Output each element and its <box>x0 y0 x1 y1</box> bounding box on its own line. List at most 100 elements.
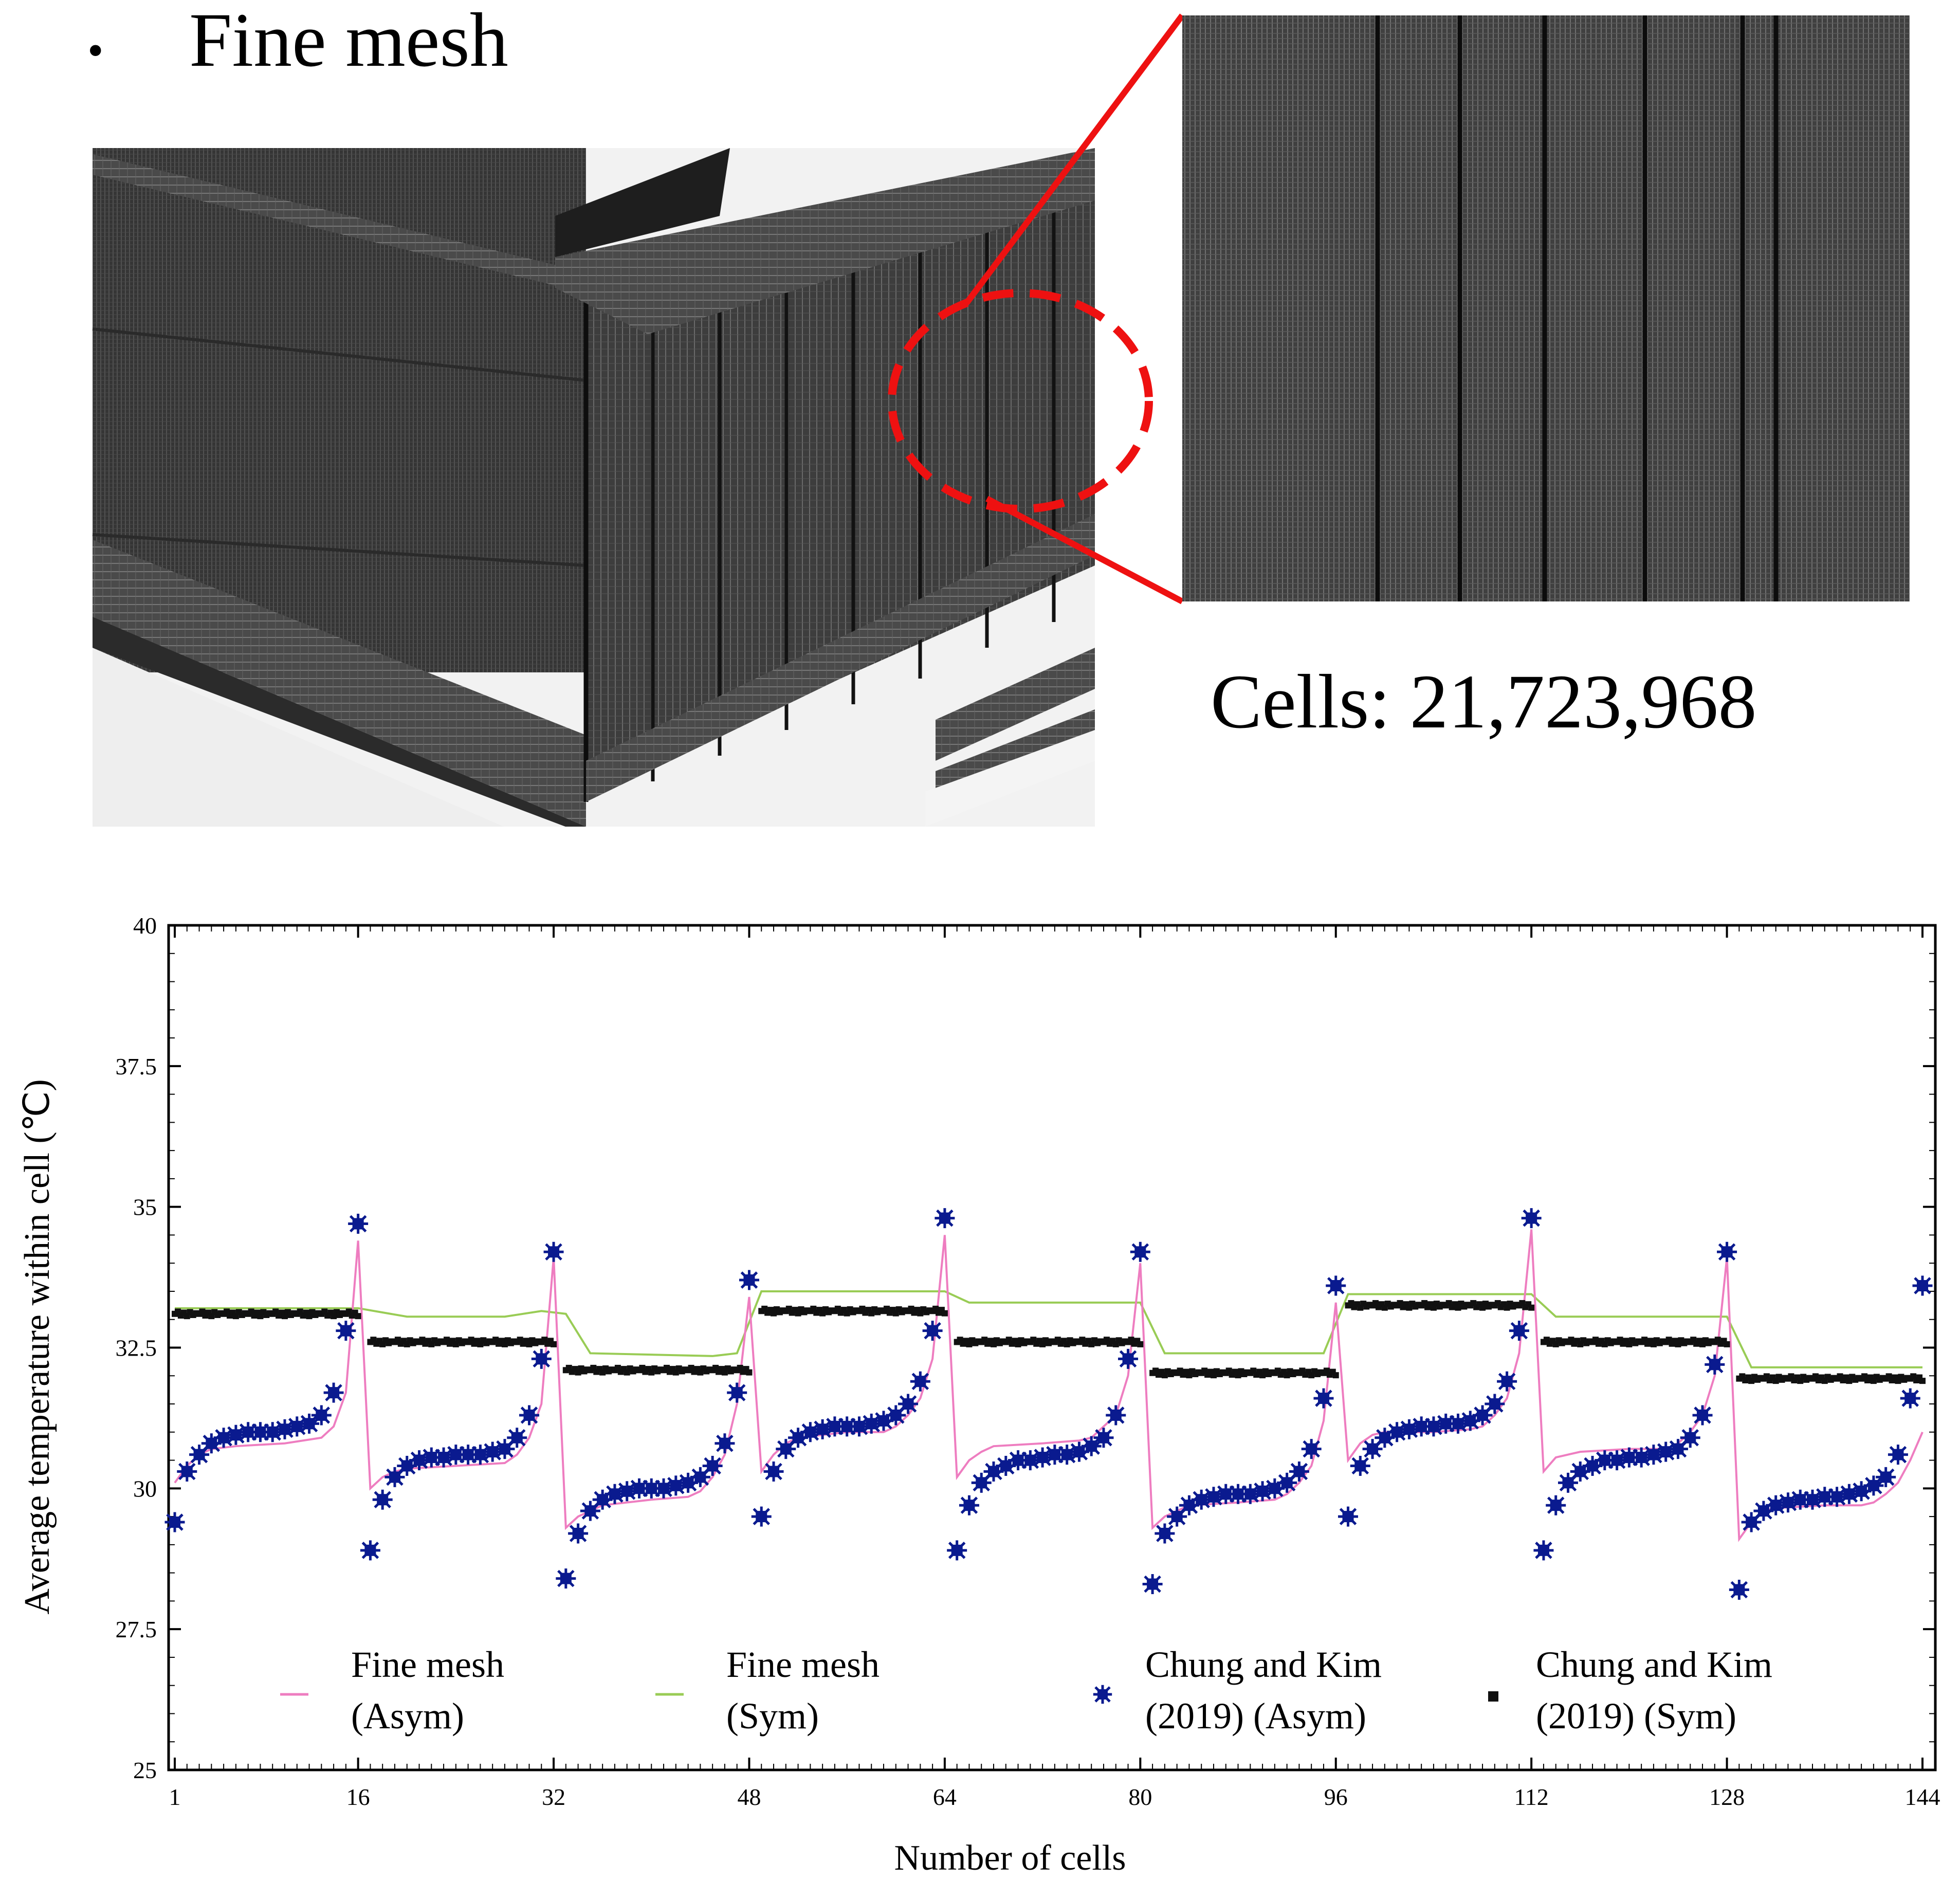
page-title: Fine mesh <box>189 0 508 83</box>
point-chung-kim-asym-star <box>482 1441 503 1462</box>
point-chung-kim-asym-star <box>1326 1275 1346 1296</box>
point-chung-kim-asym-star <box>1582 1456 1603 1476</box>
point-chung-kim-asym-star <box>947 1540 967 1561</box>
legend-label-line1: Chung and Kim <box>1145 1644 1382 1685</box>
point-chung-kim-sym <box>355 1313 361 1320</box>
point-chung-kim-asym-star <box>1032 1447 1053 1468</box>
point-chung-kim-asym-star <box>556 1568 576 1589</box>
point-chung-kim-asym-star <box>1778 1492 1798 1513</box>
point-chung-kim-asym-star <box>1265 1478 1285 1499</box>
point-chung-kim-asym-star <box>1338 1506 1359 1527</box>
point-chung-kim-asym-star <box>1643 1445 1664 1465</box>
point-chung-kim-asym-star <box>384 1467 405 1487</box>
point-chung-kim-asym-star <box>1766 1495 1786 1515</box>
point-chung-kim-asym-star <box>1020 1450 1040 1471</box>
mesh-render <box>92 148 1095 827</box>
point-chung-kim-asym-star <box>1228 1484 1249 1504</box>
point-chung-kim-asym-star <box>458 1445 479 1465</box>
point-chung-kim-asym-star <box>274 1419 295 1439</box>
point-chung-kim-asym-star <box>519 1405 540 1426</box>
point-chung-kim-asym-star <box>1130 1241 1150 1262</box>
point-chung-kim-asym-star <box>1839 1484 1859 1504</box>
point-chung-kim-asym-star <box>1802 1489 1823 1510</box>
point-chung-kim-asym-star <box>1350 1456 1370 1476</box>
point-chung-kim-asym-star <box>177 1461 197 1482</box>
point-chung-kim-asym-star <box>641 1478 662 1499</box>
point-chung-kim-asym-star <box>605 1484 625 1504</box>
legend-item: Chung and Kim (2019) (Asym) <box>1093 1644 1382 1737</box>
point-chung-kim-asym-star <box>568 1523 589 1544</box>
legend-label-line2: (2019) (Sym) <box>1536 1695 1736 1737</box>
y-axis-label: Average temperature within cell (℃) <box>17 1079 57 1614</box>
point-chung-kim-asym-star <box>1081 1436 1102 1456</box>
point-chung-kim-asym-star <box>825 1416 845 1437</box>
point-chung-kim-asym-star <box>873 1411 894 1431</box>
point-chung-kim-asym-star <box>592 1489 613 1510</box>
point-chung-kim-asym-star <box>1472 1405 1493 1426</box>
point-chung-kim-asym-star <box>1142 1574 1163 1595</box>
point-chung-kim-asym-star <box>1546 1495 1566 1515</box>
point-chung-kim-asym-star <box>1423 1416 1444 1437</box>
x-axis-label: Number of cells <box>894 1838 1126 1878</box>
point-chung-kim-asym-star <box>653 1478 674 1499</box>
mesh-base-plate-left <box>93 540 586 827</box>
y-tick-label: 40 <box>133 912 157 939</box>
point-chung-kim-asym-star <box>262 1422 283 1442</box>
temperature-chart: 25 27.5 30 32.5 35 37.5 40 1 16 32 48 64 80 96 112 128… <box>17 912 1940 1878</box>
point-chung-kim-asym-star <box>727 1382 747 1403</box>
point-chung-kim-asym-star <box>1888 1445 1908 1465</box>
y-tick-label: 30 <box>133 1475 157 1502</box>
zoomed-mesh-inset <box>1182 15 1910 601</box>
point-chung-kim-asym-star <box>1692 1405 1713 1426</box>
point-chung-kim-asym-star <box>1118 1348 1139 1369</box>
callout-line-bottom <box>985 496 1184 605</box>
point-chung-kim-asym-star <box>1301 1439 1322 1459</box>
point-chung-kim-asym-star <box>1167 1506 1187 1527</box>
point-chung-kim-asym-star <box>494 1439 515 1459</box>
point-chung-kim-asym-star <box>800 1422 820 1442</box>
series-chung-kim-sym <box>172 1300 1926 1384</box>
point-chung-kim-asym-star <box>433 1447 454 1468</box>
point-chung-kim-asym-star <box>861 1413 882 1434</box>
point-chung-kim-asym-star <box>666 1475 686 1496</box>
mesh-rail <box>936 648 1095 761</box>
point-chung-kim-asym-star <box>543 1241 564 1262</box>
y-tick-label: 27.5 <box>116 1616 157 1642</box>
plot-frame <box>167 924 1937 1771</box>
series-chung-kim-asym <box>164 1208 1933 1600</box>
point-chung-kim-asym-star <box>1399 1419 1419 1439</box>
point-chung-kim-asym-star <box>629 1478 649 1499</box>
legend-label-line2: (Sym) <box>726 1695 819 1737</box>
point-chung-kim-asym-star <box>1045 1445 1065 1465</box>
mesh-rail <box>586 514 1095 802</box>
point-chung-kim-asym-star <box>1057 1445 1077 1465</box>
point-chung-kim-asym-star <box>250 1422 270 1442</box>
point-chung-kim-asym-star <box>421 1447 442 1468</box>
x-tick-label: 112 <box>1514 1784 1549 1810</box>
point-chung-kim-asym-star <box>1191 1489 1212 1510</box>
point-chung-kim-asym-star <box>812 1419 833 1439</box>
point-chung-kim-asym-star <box>910 1371 930 1392</box>
point-chung-kim-sym <box>1724 1341 1730 1347</box>
point-chung-kim-asym-star <box>1668 1439 1688 1459</box>
zoomed-mesh-lines <box>1375 15 1779 601</box>
x-tick-label: 48 <box>737 1784 761 1810</box>
point-chung-kim-sym <box>1137 1341 1144 1347</box>
point-chung-kim-asym-star <box>1863 1475 1884 1496</box>
point-chung-kim-asym-star <box>1008 1450 1029 1471</box>
point-chung-kim-sym <box>746 1369 753 1376</box>
point-chung-kim-asym-star <box>1717 1241 1737 1262</box>
point-chung-kim-asym-star <box>311 1405 332 1426</box>
point-chung-kim-sym <box>551 1341 557 1347</box>
callout-line-top <box>964 13 1185 305</box>
point-chung-kim-sym <box>1332 1372 1339 1379</box>
legend-item: Fine mesh (Asym) <box>280 1644 504 1737</box>
point-chung-kim-asym-star <box>213 1428 234 1448</box>
point-chung-kim-asym-star <box>409 1450 430 1471</box>
legend-swatch-star <box>1093 1685 1112 1704</box>
point-chung-kim-asym-star <box>886 1405 906 1426</box>
point-chung-kim-asym-star <box>238 1422 259 1442</box>
point-chung-kim-asym-star <box>226 1424 246 1445</box>
point-chung-kim-asym-star <box>580 1501 600 1521</box>
